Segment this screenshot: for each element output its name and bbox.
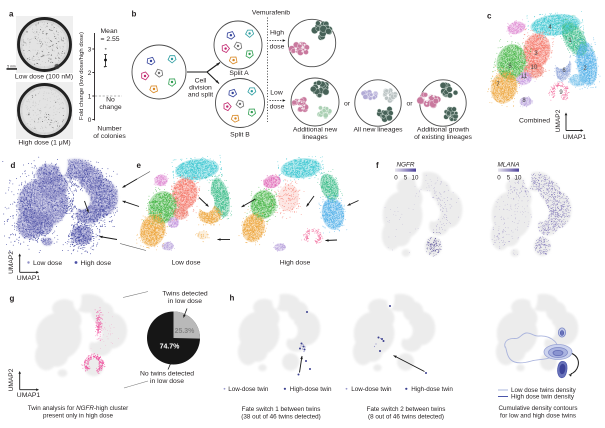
svg-text:6: 6: [562, 68, 566, 74]
svg-text:lineages: lineages: [302, 134, 328, 141]
svg-text:Fold change (low dose/high dos: Fold change (low dose/high dose): [79, 32, 85, 120]
svg-text:Low-dose twin: Low-dose twin: [351, 386, 392, 393]
svg-text:g: g: [10, 294, 15, 303]
svg-text:4: 4: [548, 25, 552, 31]
svg-text:dose: dose: [270, 104, 285, 111]
svg-text:10: 10: [515, 175, 522, 182]
svg-text:5 mm: 5 mm: [7, 64, 16, 68]
svg-text:in low dose: in low dose: [168, 298, 202, 305]
svg-text:Low dose: Low dose: [33, 260, 62, 267]
svg-text:d: d: [11, 161, 16, 170]
svg-text:8: 8: [522, 98, 526, 104]
svg-text:High dose (1 μM): High dose (1 μM): [18, 140, 70, 147]
svg-text:f: f: [376, 161, 379, 170]
svg-text:Additional new: Additional new: [293, 127, 337, 134]
svg-text:11: 11: [521, 74, 528, 80]
svg-text:9: 9: [559, 90, 563, 96]
svg-text:Combined: Combined: [519, 118, 550, 125]
svg-text:7: 7: [496, 82, 500, 88]
svg-text:10: 10: [412, 175, 419, 182]
svg-text:Additional growth: Additional growth: [417, 127, 469, 134]
svg-text:High dose: High dose: [280, 260, 311, 267]
svg-text:of colonies: of colonies: [93, 133, 126, 140]
svg-text:= 2.55: = 2.55: [101, 36, 120, 43]
svg-text:c: c: [487, 12, 492, 21]
svg-text:Low dose (100 nM): Low dose (100 nM): [15, 74, 73, 81]
svg-text:5: 5: [508, 64, 512, 70]
svg-text:change: change: [99, 104, 122, 111]
svg-text:1: 1: [88, 93, 92, 100]
svg-text:Cell: Cell: [195, 78, 207, 85]
svg-text:UMAP1: UMAP1: [17, 392, 41, 399]
svg-text:High: High: [270, 30, 284, 37]
svg-text:0: 0: [88, 117, 92, 124]
svg-text:2: 2: [583, 66, 587, 72]
svg-text:in low dose: in low dose: [150, 378, 184, 385]
svg-text:3: 3: [534, 51, 538, 57]
svg-text:present only in high dose: present only in high dose: [43, 413, 114, 420]
svg-text:Low-dose twin: Low-dose twin: [228, 386, 269, 393]
svg-text:and split: and split: [188, 92, 213, 99]
svg-text:2: 2: [88, 70, 92, 77]
svg-text:Fate switch 2 between twins: Fate switch 2 between twins: [367, 406, 446, 413]
svg-text:High-dose twin: High-dose twin: [290, 386, 332, 393]
svg-text:UMAP2: UMAP2: [555, 109, 562, 132]
svg-text:Split B: Split B: [230, 132, 250, 139]
svg-text:3: 3: [88, 46, 92, 53]
svg-text:dose: dose: [270, 44, 285, 51]
svg-text:NGFR: NGFR: [396, 162, 414, 169]
svg-text:(38 out of 46 twins detected): (38 out of 46 twins detected): [241, 414, 320, 421]
svg-text:UMAP1: UMAP1: [17, 275, 41, 282]
svg-text:Low dose twins density: Low dose twins density: [511, 387, 577, 394]
svg-text:UMAP2: UMAP2: [8, 368, 15, 391]
svg-text:Twins detected: Twins detected: [162, 291, 208, 298]
svg-text:Low dose: Low dose: [171, 260, 200, 267]
svg-text:UMAP1: UMAP1: [563, 134, 587, 141]
svg-text:25.3%: 25.3%: [175, 328, 196, 335]
svg-text:High dose twin density: High dose twin density: [511, 394, 575, 401]
svg-text:No twins detected: No twins detected: [140, 371, 194, 378]
svg-text:(8 out of 46 twins detected): (8 out of 46 twins detected): [368, 414, 444, 421]
svg-text:division: division: [189, 85, 212, 92]
svg-text:5: 5: [507, 175, 511, 182]
svg-text:e: e: [137, 161, 142, 170]
svg-text:for low and high dose twins: for low and high dose twins: [500, 413, 576, 420]
svg-text:0: 0: [394, 175, 398, 182]
svg-text:Number: Number: [97, 126, 122, 133]
svg-text:Twin analysis for NGFR-high cl: Twin analysis for NGFR-high cluster: [28, 405, 128, 412]
svg-text:b: b: [132, 10, 137, 19]
svg-text:All new lineages: All new lineages: [353, 127, 403, 134]
svg-text:Vemurafenib: Vemurafenib: [252, 10, 290, 17]
svg-text:0: 0: [497, 175, 501, 182]
svg-text:Cumulative density contours: Cumulative density contours: [498, 405, 577, 412]
svg-text:10: 10: [531, 65, 538, 71]
svg-text:UMAP2: UMAP2: [8, 251, 15, 274]
svg-text:5: 5: [404, 175, 408, 182]
svg-text:High-dose twin: High-dose twin: [411, 386, 453, 393]
svg-text:1: 1: [568, 38, 572, 44]
svg-text:High dose: High dose: [81, 260, 112, 267]
svg-text:of existing lineages: of existing lineages: [414, 134, 472, 141]
svg-text:Fate switch 1 between twins: Fate switch 1 between twins: [242, 406, 321, 413]
svg-text:No: No: [106, 97, 115, 104]
svg-text:h: h: [230, 294, 235, 303]
svg-text:or: or: [406, 101, 413, 108]
svg-text:Split A: Split A: [229, 70, 249, 77]
svg-text:Low: Low: [270, 90, 283, 97]
svg-text:74.7%: 74.7%: [160, 344, 181, 351]
svg-text:a: a: [9, 10, 14, 19]
svg-text:Mean: Mean: [101, 28, 118, 35]
svg-text:or: or: [344, 101, 351, 108]
svg-text:MLANA: MLANA: [497, 162, 519, 169]
